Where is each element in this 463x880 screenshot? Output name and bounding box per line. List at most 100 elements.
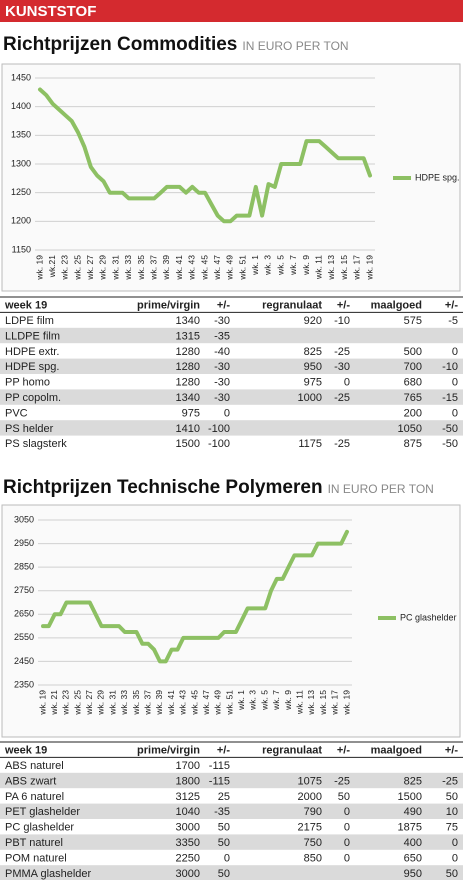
table-cell: HDPE extr. <box>5 346 59 358</box>
y-tick-label: 1300 <box>11 158 31 168</box>
table-cell: 1500 <box>398 791 422 803</box>
table-cell: 650 <box>404 852 422 864</box>
x-tick-label: wk. 31 <box>107 690 117 716</box>
x-tick-label: wk. 21 <box>49 690 59 716</box>
table-cell: 1280 <box>176 377 200 389</box>
table-cell: 400 <box>404 837 422 849</box>
table-cell: 3000 <box>176 868 200 880</box>
y-tick-label: 1150 <box>12 244 31 254</box>
x-tick-label: wk. 37 <box>148 255 158 281</box>
table-cell: 950 <box>304 361 322 373</box>
table-cell: -25 <box>334 392 350 404</box>
table-cell: 2000 <box>298 791 322 803</box>
table-cell: 0 <box>452 837 458 849</box>
table-cell: -115 <box>209 775 230 787</box>
table-cell: 1280 <box>176 361 200 373</box>
x-tick-label: wk. 27 <box>85 255 95 281</box>
x-tick-label: wk. 43 <box>187 255 197 281</box>
table-cell: -40 <box>214 346 230 358</box>
x-tick-label: wk. 7 <box>271 690 281 711</box>
table-cell: 50 <box>218 822 230 834</box>
row-shade <box>0 865 463 880</box>
y-tick-label: 2450 <box>14 656 34 666</box>
section-title: Richtprijzen Commodities <box>3 34 237 55</box>
table-cell: 790 <box>304 806 322 818</box>
x-tick-label: wk. 25 <box>72 255 82 281</box>
x-tick-label: wk. 51 <box>224 690 234 716</box>
x-tick-label: wk. 9 <box>301 255 311 276</box>
x-tick-label: wk. 33 <box>123 255 133 281</box>
table-cell: 0 <box>224 852 230 864</box>
table-cell: 50 <box>338 791 350 803</box>
table-cell: 50 <box>446 791 458 803</box>
table-cell: 0 <box>452 346 458 358</box>
table-cell: -30 <box>214 392 230 404</box>
x-tick-label: wk. 49 <box>225 255 235 281</box>
table-cell: 3125 <box>176 791 200 803</box>
x-tick-label: wk. 11 <box>313 255 323 280</box>
table-header: +/- <box>445 745 458 757</box>
x-tick-label: wk. 13 <box>306 690 316 716</box>
table-header: maalgoed <box>371 745 422 757</box>
table-cell: 0 <box>344 852 350 864</box>
x-tick-label: wk. 31 <box>110 255 120 281</box>
x-tick-label: wk. 7 <box>288 255 298 276</box>
table-cell: 1280 <box>176 346 200 358</box>
y-tick-label: 2850 <box>14 562 34 572</box>
table-cell: -30 <box>214 361 230 373</box>
row-shade <box>0 389 463 405</box>
table-cell: 765 <box>404 392 422 404</box>
x-tick-label: wk. 19 <box>341 690 351 716</box>
table-cell: 920 <box>304 315 322 327</box>
table-cell: 0 <box>224 407 230 419</box>
x-tick-label: wk. 9 <box>283 690 293 711</box>
table-cell: 975 <box>304 377 322 389</box>
y-tick-label: 1350 <box>11 130 31 140</box>
x-tick-label: wk. 5 <box>259 690 269 711</box>
table-cell: 700 <box>404 361 422 373</box>
x-tick-label: wk. 45 <box>199 255 209 281</box>
table-cell: -15 <box>442 392 458 404</box>
table-cell: 575 <box>404 315 422 327</box>
table-header: +/- <box>217 745 230 757</box>
table-cell: ABS naturel <box>5 760 64 772</box>
table-cell: 875 <box>404 438 422 450</box>
table-header: regranulaat <box>262 745 322 757</box>
table-cell: LDPE film <box>5 315 54 327</box>
legend-label: HDPE spg. <box>415 172 460 182</box>
table-cell: -50 <box>442 423 458 435</box>
x-tick-label: wk. 1 <box>250 255 260 276</box>
table-cell: 490 <box>404 806 422 818</box>
table-cell: -30 <box>214 315 230 327</box>
row-shade <box>0 327 463 344</box>
x-tick-label: wk. 29 <box>96 690 106 716</box>
y-tick-label: 1250 <box>11 187 31 197</box>
row-shade <box>0 803 463 819</box>
table-cell: 25 <box>218 791 230 803</box>
table-cell: 1175 <box>298 438 322 450</box>
x-tick-label: wk. 29 <box>98 255 108 281</box>
x-tick-label: wk. 39 <box>154 690 164 716</box>
table-cell: 1800 <box>176 775 200 787</box>
table-cell: 50 <box>218 837 230 849</box>
table-cell: 750 <box>304 837 322 849</box>
header-bar <box>0 0 463 22</box>
x-tick-label: wk. 19 <box>34 255 44 281</box>
table-cell: -35 <box>214 806 230 818</box>
table-header: +/- <box>217 300 230 312</box>
x-tick-label: wk. 15 <box>318 690 328 716</box>
table-header: week 19 <box>4 745 47 757</box>
table-header: regranulaat <box>262 300 322 312</box>
table-cell: 0 <box>344 806 350 818</box>
y-tick-label: 2650 <box>14 609 34 619</box>
table-header: maalgoed <box>371 300 422 312</box>
x-tick-label: wk. 15 <box>339 255 349 281</box>
x-tick-label: wk. 41 <box>174 255 184 281</box>
legend-label: PC glashelder <box>400 612 457 622</box>
table-cell: PS slagsterk <box>5 438 67 450</box>
y-tick-label: 2350 <box>14 679 34 689</box>
table-cell: 1050 <box>398 423 422 435</box>
table-cell: -10 <box>334 315 350 327</box>
x-tick-label: wk. 25 <box>72 690 82 716</box>
table-header: +/- <box>337 745 350 757</box>
